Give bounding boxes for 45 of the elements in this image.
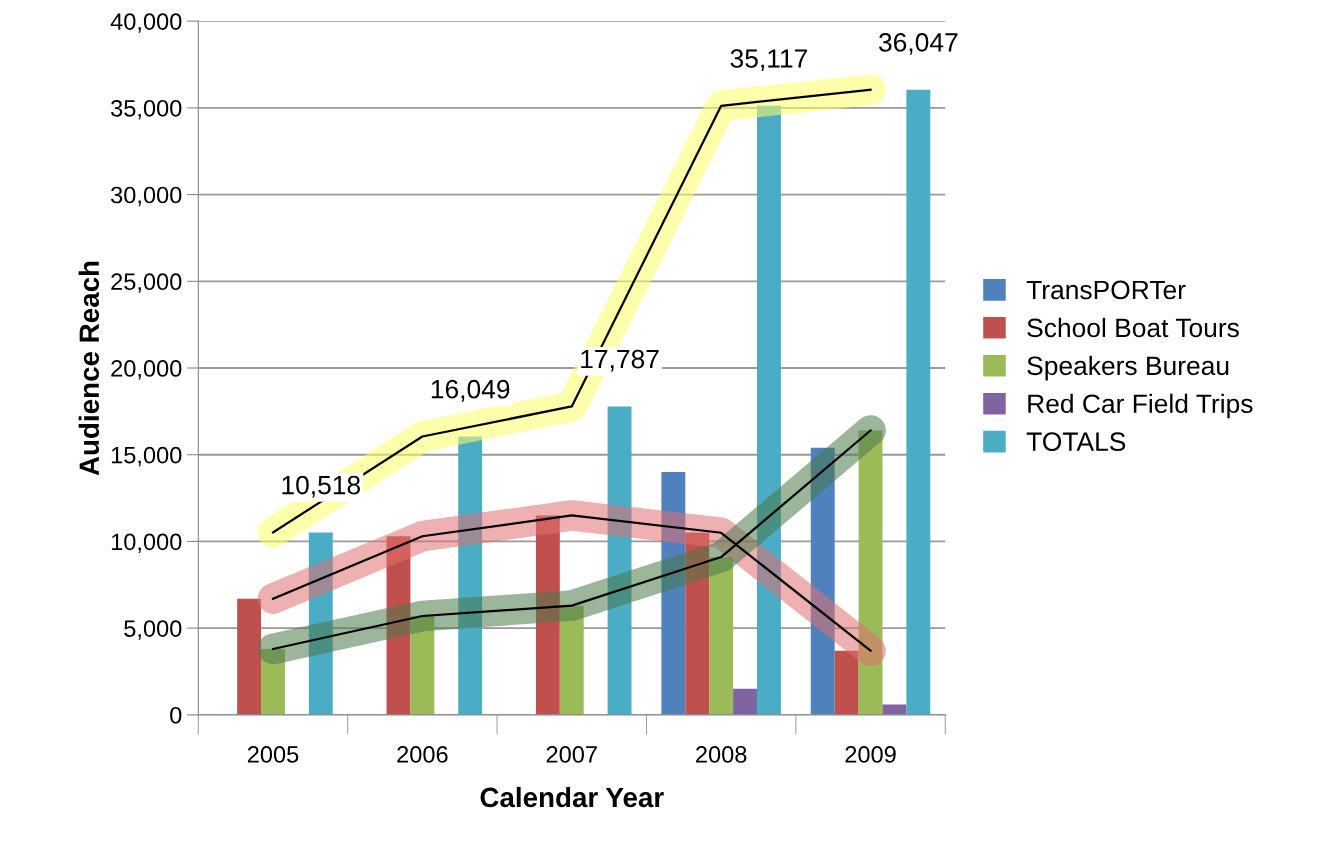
y-tick-label: 30,000 bbox=[111, 186, 182, 207]
bar bbox=[882, 704, 907, 715]
legend-label: TransPORTer bbox=[1026, 280, 1186, 300]
y-tick-label: 10,000 bbox=[111, 533, 182, 554]
x-tick-label: 2006 bbox=[397, 746, 448, 763]
y-tick-label: 35,000 bbox=[111, 99, 182, 120]
data-label: 16,049 bbox=[431, 379, 510, 402]
data-label: 35,117 bbox=[730, 49, 808, 71]
bar bbox=[906, 89, 931, 715]
y-tick-label: 0 bbox=[170, 706, 182, 724]
x-axis-title: Calendar Year bbox=[480, 786, 664, 808]
data-label: 36,047 bbox=[878, 33, 958, 55]
x-tick-label: 2008 bbox=[696, 746, 747, 763]
x-tick-label: 2009 bbox=[845, 746, 896, 763]
y-tick-label: 20,000 bbox=[111, 360, 182, 380]
bar bbox=[535, 515, 560, 715]
bar bbox=[834, 650, 859, 715]
x-tick-label: 2005 bbox=[247, 746, 299, 763]
y-axis-title: Audience Reach bbox=[78, 261, 100, 476]
bar bbox=[261, 648, 285, 715]
bar bbox=[858, 430, 883, 715]
y-tick-label: 40,000 bbox=[110, 13, 182, 33]
bar bbox=[733, 688, 757, 715]
legend-label: Speakers Bureau bbox=[1027, 355, 1229, 381]
bar bbox=[607, 406, 632, 715]
bar bbox=[559, 605, 584, 715]
bar bbox=[237, 598, 262, 715]
bar bbox=[685, 532, 710, 715]
bar bbox=[308, 532, 333, 715]
y-tick-label: 25,000 bbox=[111, 273, 182, 293]
bar bbox=[757, 105, 781, 715]
legend-label: Red Car Field Trips bbox=[1028, 393, 1253, 419]
bar bbox=[661, 472, 686, 715]
bar bbox=[709, 557, 734, 715]
x-tick-label: 2007 bbox=[546, 746, 597, 763]
bar bbox=[810, 447, 835, 715]
y-tick-label: 5,000 bbox=[124, 620, 182, 640]
y-tick-label: 15,000 bbox=[111, 446, 182, 467]
data-label: 10,518 bbox=[282, 475, 361, 498]
bar bbox=[386, 536, 411, 715]
legend-label: TOTALS bbox=[1026, 432, 1126, 452]
bar bbox=[458, 436, 483, 715]
legend-label: School Boat Tours bbox=[1027, 317, 1239, 338]
bar bbox=[410, 616, 435, 715]
data-label: 17,787 bbox=[581, 349, 659, 372]
